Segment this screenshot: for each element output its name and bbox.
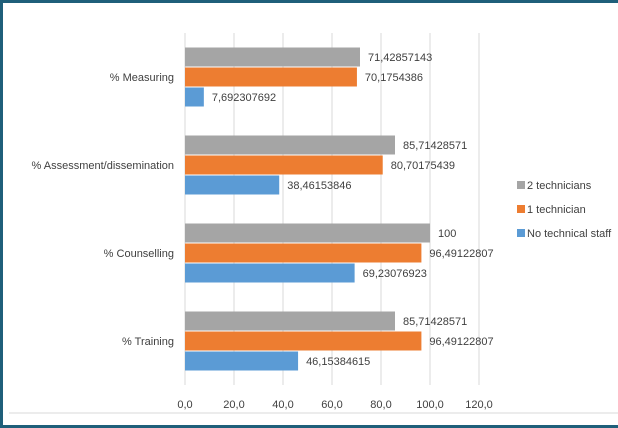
data-label: 7,692307692 bbox=[212, 92, 276, 104]
data-label: 38,46153846 bbox=[287, 180, 351, 192]
x-tick-label: 0,0 bbox=[177, 399, 192, 411]
data-label: 85,71428571 bbox=[403, 140, 467, 152]
data-label: 96,49122807 bbox=[429, 248, 493, 260]
bar bbox=[185, 311, 395, 331]
bar bbox=[185, 243, 422, 263]
legend-label: 2 technicians bbox=[527, 180, 592, 192]
bar bbox=[185, 47, 360, 67]
data-label: 70,1754386 bbox=[365, 72, 423, 84]
labels-layer: 0,0 20,0 40,0 60,0 80,0 100,0 120,0 % Measuring… bbox=[32, 52, 494, 411]
bar bbox=[185, 175, 280, 195]
x-tick-label: 120,0 bbox=[465, 399, 493, 411]
data-label: 46,15384615 bbox=[306, 356, 370, 368]
data-label: 100 bbox=[438, 228, 456, 240]
legend-label: 1 technician bbox=[527, 204, 586, 216]
category-label: % Measuring bbox=[110, 72, 174, 84]
legend: 2 technicians 1 technician No technical st… bbox=[517, 180, 612, 240]
grid-layer bbox=[9, 33, 618, 414]
data-label: 85,71428571 bbox=[403, 316, 467, 328]
x-tick-label: 80,0 bbox=[370, 399, 391, 411]
data-label: 96,49122807 bbox=[429, 336, 493, 348]
x-tick-label: 40,0 bbox=[272, 399, 293, 411]
bar bbox=[185, 351, 299, 371]
category-label: % Counselling bbox=[104, 248, 174, 260]
bar bbox=[185, 87, 204, 107]
bars-layer bbox=[185, 47, 430, 371]
bar bbox=[185, 263, 355, 283]
x-tick-label: 60,0 bbox=[321, 399, 342, 411]
data-label: 69,23076923 bbox=[363, 268, 427, 280]
legend-swatch bbox=[517, 229, 525, 237]
legend-label: No technical staff bbox=[527, 228, 612, 240]
legend-swatch bbox=[517, 205, 525, 213]
category-label: % Training bbox=[122, 336, 174, 348]
category-label: % Assessment/dissemination bbox=[32, 160, 174, 172]
bar bbox=[185, 155, 383, 175]
x-tick-label: 20,0 bbox=[223, 399, 244, 411]
legend-swatch bbox=[517, 181, 525, 189]
x-tick-label: 100,0 bbox=[416, 399, 444, 411]
bar-chart: 0,0 20,0 40,0 60,0 80,0 100,0 120,0 % Measuring… bbox=[9, 33, 618, 414]
data-label: 80,70175439 bbox=[391, 160, 455, 172]
data-label: 71,42857143 bbox=[368, 52, 432, 64]
bar bbox=[185, 135, 395, 155]
bar bbox=[185, 223, 430, 243]
bar bbox=[185, 331, 422, 351]
bar bbox=[185, 67, 357, 87]
